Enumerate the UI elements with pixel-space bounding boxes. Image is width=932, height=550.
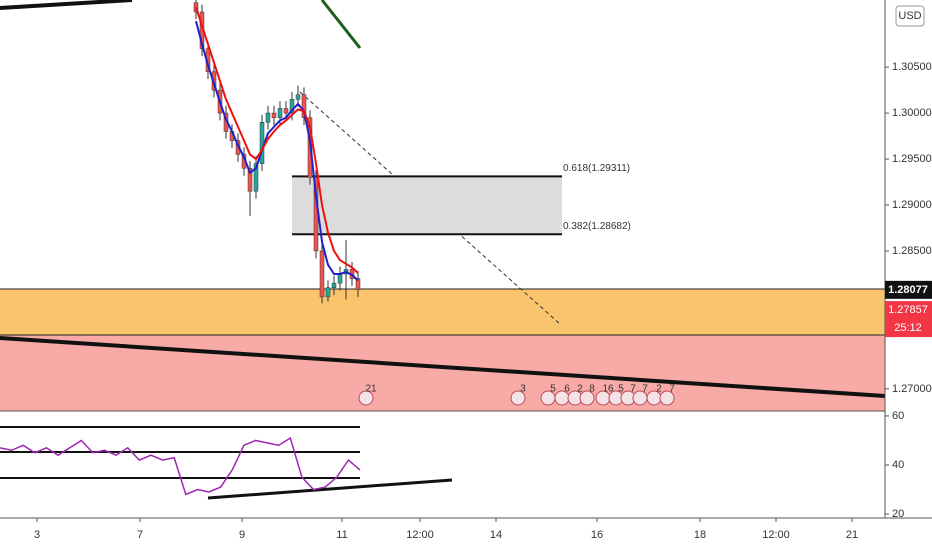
event-count: 7	[669, 384, 675, 395]
candle-body	[277, 108, 283, 118]
level-badge-label: 1.28077	[888, 284, 928, 296]
fib-label: 0.382(1.28682)	[563, 221, 631, 232]
rsi-line	[0, 436, 361, 496]
event-icon	[579, 390, 595, 406]
candle-body	[247, 167, 253, 192]
price-badge	[885, 301, 932, 338]
candle-body	[325, 287, 331, 298]
supply-zone	[0, 289, 885, 335]
candle-body	[265, 112, 271, 123]
projection-line	[299, 91, 561, 325]
event-count: 2	[577, 384, 583, 395]
candle-body	[283, 108, 289, 114]
fib-label: 0.618(1.29311)	[563, 163, 630, 174]
currency-box[interactable]	[895, 5, 925, 27]
x-tick-label: 12:00	[406, 529, 434, 541]
x-tick-label: 11	[336, 529, 347, 541]
x-tick-label: 16	[591, 529, 603, 541]
event-count: 5	[550, 384, 556, 395]
trend-line	[0, 0, 133, 10]
y-tick-label: 1.29000	[892, 199, 932, 211]
candle-body	[253, 163, 259, 192]
fib-zone	[292, 176, 562, 235]
y-tick-label: 1.30000	[892, 107, 932, 119]
event-count: 7	[642, 384, 648, 395]
candle-body	[337, 273, 343, 284]
y-tick-label: 1.29500	[892, 153, 932, 165]
currency[interactable]: USD	[898, 10, 921, 22]
event-icon	[659, 390, 675, 406]
candle-body	[295, 94, 301, 100]
candle-body	[301, 94, 307, 118]
moving-average	[195, 7, 359, 274]
event-count: 16	[602, 384, 614, 395]
x-tick-label: 12:00	[762, 529, 790, 541]
x-tick-label: 18	[694, 529, 706, 541]
price-badge-label: 1.27857	[888, 304, 928, 316]
countdown: 25:12	[894, 322, 922, 334]
x-tick-label: 9	[239, 529, 245, 541]
event-count: 7	[630, 384, 636, 395]
trend-line	[320, 0, 362, 49]
x-tick-label: 7	[137, 529, 143, 541]
candle-body	[355, 278, 361, 290]
level-badge	[885, 280, 932, 299]
candle-body	[319, 250, 325, 298]
event-count: 6	[564, 384, 570, 395]
event-icon	[510, 390, 526, 406]
event-icon	[358, 390, 374, 406]
event-count: 3	[520, 384, 526, 395]
trend-line	[0, 336, 886, 398]
candle-body	[289, 99, 295, 114]
y-tick-label: 1.27000	[892, 383, 932, 395]
event-count: 5	[618, 384, 624, 395]
rsi-tick-label: 20	[892, 508, 904, 520]
x-tick-label: 21	[846, 529, 858, 541]
rsi-tick-label: 40	[892, 459, 904, 471]
candle-body	[259, 122, 265, 164]
x-tick-label: 14	[490, 529, 502, 541]
moving-average	[195, 20, 359, 282]
rsi-tick-label: 60	[892, 410, 904, 422]
y-tick-label: 1.30500	[892, 61, 932, 73]
event-count: 8	[589, 384, 595, 395]
event-count: 2	[656, 384, 662, 395]
rsi-trend-line	[207, 478, 453, 500]
y-tick-label: 1.28500	[892, 245, 932, 257]
candle-body	[271, 112, 277, 118]
candle-body	[331, 282, 337, 288]
x-tick-label: 3	[34, 529, 40, 541]
event-count: 21	[365, 384, 377, 395]
